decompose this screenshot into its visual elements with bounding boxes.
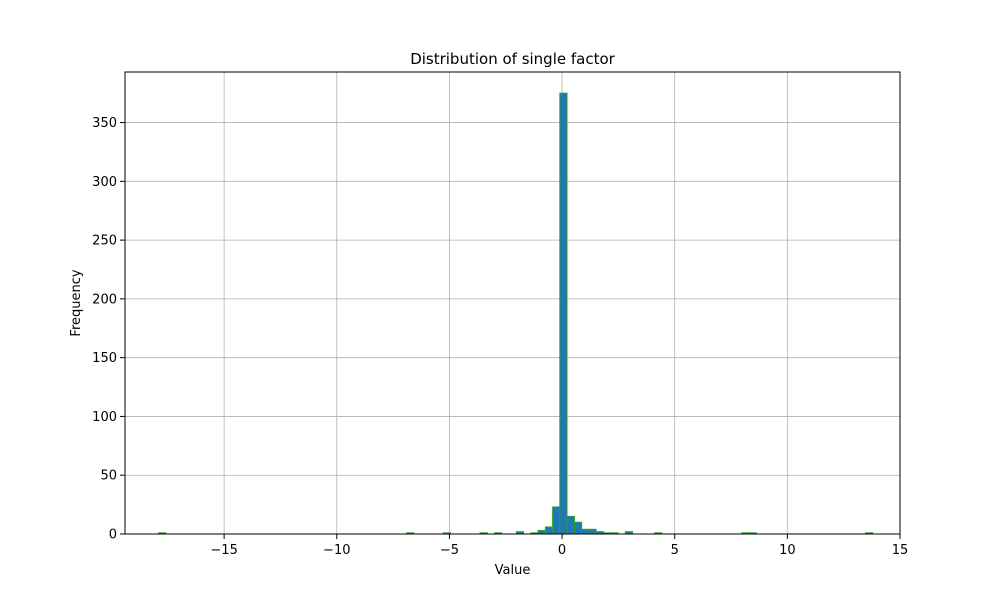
x-tick-label: −5 bbox=[440, 543, 459, 558]
histogram-bar bbox=[544, 526, 554, 535]
x-tick-label: −15 bbox=[210, 543, 237, 558]
y-tick-label: 100 bbox=[92, 410, 117, 425]
y-tick-label: 150 bbox=[92, 351, 117, 366]
histogram-bar bbox=[537, 529, 546, 535]
x-axis-label: Value bbox=[495, 563, 531, 578]
grid-lines bbox=[125, 72, 901, 535]
y-tick-label: 50 bbox=[100, 469, 117, 484]
chart-title: Distribution of single factor bbox=[410, 50, 615, 68]
y-tick-label: 200 bbox=[92, 292, 117, 307]
x-tick-label: 10 bbox=[779, 543, 796, 558]
x-tick-label: 5 bbox=[671, 543, 679, 558]
histogram-bar bbox=[559, 92, 568, 535]
histogram-bar bbox=[552, 506, 561, 535]
y-tick-label: 250 bbox=[92, 234, 117, 249]
plot-area-frame bbox=[124, 71, 901, 535]
y-tick-label: 300 bbox=[92, 175, 117, 190]
histogram-bar bbox=[566, 515, 575, 535]
histogram-bar bbox=[573, 521, 583, 535]
x-tick-label: 15 bbox=[892, 543, 909, 558]
y-tick-label: 0 bbox=[109, 528, 117, 543]
x-axis-ticks: −15 −10 −5 0 5 10 15 bbox=[210, 534, 908, 558]
histogram-bars bbox=[158, 92, 874, 535]
y-tick-label: 350 bbox=[92, 116, 117, 131]
y-axis-label: Frequency bbox=[69, 269, 84, 336]
histogram-bar bbox=[581, 528, 590, 535]
x-tick-label: 0 bbox=[558, 543, 566, 558]
y-axis-ticks: 0 50 100 150 200 250 300 350 bbox=[92, 116, 125, 543]
x-tick-label: −10 bbox=[323, 543, 350, 558]
histogram-bar bbox=[588, 528, 597, 535]
